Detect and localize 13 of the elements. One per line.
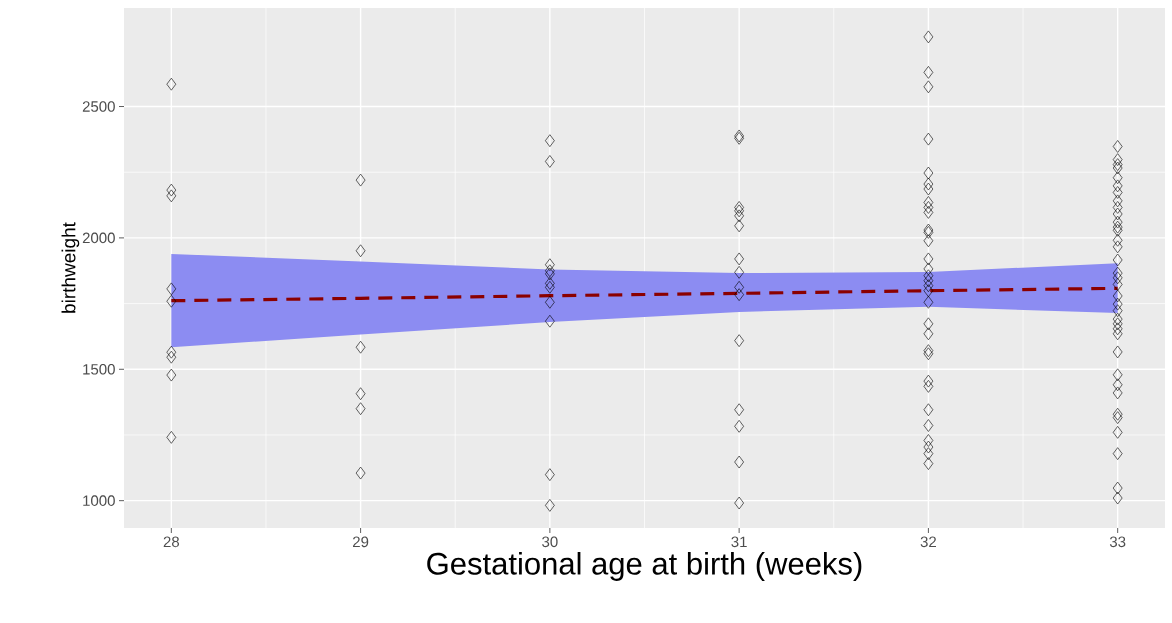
x-tick-label: 32 (920, 536, 936, 548)
line-series (169, 286, 1120, 303)
y-tick-label: 1000 (83, 495, 115, 506)
x-tick-label: 28 (163, 536, 180, 548)
y-tick-label: 2000 (82, 232, 115, 244)
x-tick-label: 33 (1109, 536, 1126, 548)
x-tick-label: 30 (542, 536, 558, 548)
y-tick-label: 2500 (82, 101, 115, 112)
y-axis-title: birthweight (61, 222, 80, 313)
x-tick-label: 31 (731, 536, 747, 548)
y-tick-label: 1500 (83, 363, 115, 375)
x-axis-title: Gestational age at birth (weeks) (427, 551, 862, 581)
x-tick-label: 29 (353, 536, 369, 548)
